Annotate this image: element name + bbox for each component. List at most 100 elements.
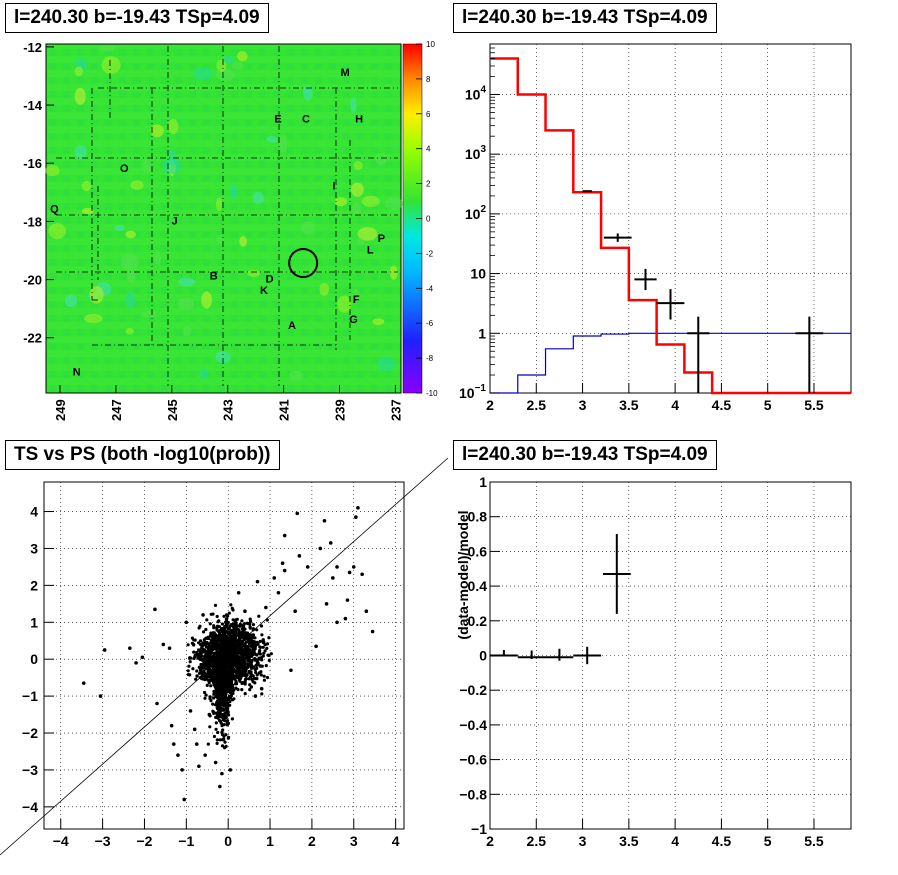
scatter-point: [250, 653, 254, 658]
map-intensity-patch: [130, 180, 144, 191]
scatter-point: [236, 634, 241, 638]
residual-x-tick-label: 4: [671, 833, 679, 849]
scatter-point: [128, 646, 132, 650]
scatter-point: [238, 676, 243, 681]
scatter-point: [257, 656, 261, 660]
spectrum-y-tick-label: 103: [465, 144, 487, 162]
map-intensity-patch: [319, 282, 330, 296]
scatter-point: [205, 672, 209, 677]
map-intensity-patch: [353, 161, 363, 170]
map-intensity-patch: [377, 356, 395, 372]
scatter-point: [186, 669, 190, 673]
scatter-point: [247, 638, 251, 643]
scatter-point: [211, 702, 215, 706]
scatter-point: [213, 760, 218, 765]
scatter-point: [230, 629, 234, 633]
scatter-point: [243, 609, 247, 614]
scatter-point: [202, 642, 206, 647]
scatter-point: [218, 669, 222, 673]
scatter-point: [262, 674, 266, 678]
map-source-label: M: [341, 67, 350, 79]
map-intensity-patch: [222, 55, 235, 65]
scatter-point: [208, 725, 212, 729]
scatter-point: [224, 617, 228, 621]
colorbar-tick-label: -6: [426, 319, 434, 328]
scatter-point: [197, 764, 201, 769]
scatter-point: [247, 648, 251, 652]
spectrum-x-tick-label: 5.5: [804, 397, 824, 413]
residual-y-tick-label: −1: [471, 821, 487, 837]
scatter-point: [205, 618, 209, 622]
residual-y-tick-label: 0.2: [468, 613, 488, 629]
scatter-point: [187, 664, 191, 668]
scatter-point: [217, 708, 222, 712]
scatter-x-tick-label: 4: [392, 833, 400, 849]
scatter-point: [221, 697, 225, 702]
scatter-point: [243, 692, 247, 696]
scatter-point: [195, 674, 199, 678]
map-target-circle: [288, 247, 319, 278]
scatter-point: [257, 614, 261, 618]
scatter-point: [254, 643, 258, 647]
map-intensity-patch: [168, 118, 179, 135]
scatter-point: [212, 670, 216, 674]
scatter-point: [239, 665, 243, 669]
scatter-point: [356, 506, 360, 510]
spectrum-frame: [489, 43, 852, 394]
scatter-point: [223, 719, 227, 723]
map-intensity-patch: [237, 51, 248, 62]
scatter-point: [206, 652, 210, 656]
scatter-point: [230, 664, 234, 668]
map-intensity-patch: [177, 298, 195, 310]
scatter-point: [322, 518, 327, 523]
scatter-point: [218, 704, 222, 708]
scatter-point: [206, 658, 210, 662]
scatter-x-tick-label: −2: [136, 833, 152, 849]
scatter-point: [171, 742, 176, 746]
map-x-tick-label: 237: [388, 399, 403, 421]
spectrum-panel: 2 2.5 3 3.5 4 4.5 5 5.5 10−1 1 10 102 103 104: [459, 43, 852, 413]
scatter-point: [257, 671, 261, 675]
map-source-label: F: [353, 294, 360, 306]
scatter-point: [318, 546, 323, 551]
map-intensity-patch: [361, 195, 380, 207]
scatter-point: [202, 630, 206, 634]
map-intensity-patch: [114, 224, 125, 231]
scatter-point: [253, 667, 258, 671]
scatter-point: [216, 686, 220, 690]
scatter-point: [324, 602, 329, 606]
scatter-y-tick-label: 0: [30, 651, 38, 667]
scatter-point: [258, 645, 262, 649]
scatter-point: [276, 590, 281, 595]
map-intensity-patch: [239, 236, 248, 247]
scatter-point: [253, 647, 257, 651]
colorbar-tick-label: 6: [426, 110, 431, 119]
map-intensity-patch: [201, 291, 213, 309]
scatter-point: [240, 630, 245, 634]
scatter-point: [370, 629, 375, 634]
scatter-point: [240, 627, 244, 631]
scatter-point: [248, 626, 252, 630]
map-intensity-patch: [141, 310, 157, 318]
scatter-point: [209, 699, 213, 703]
map-intensity-patch: [74, 145, 87, 160]
scatter-point: [209, 631, 213, 635]
scatter-point: [227, 694, 231, 699]
map-source-label: D: [266, 273, 274, 285]
scatter-point: [251, 647, 255, 651]
scatter-point: [213, 655, 217, 659]
scatter-point: [343, 616, 348, 621]
map-intensity-patch: [99, 44, 115, 52]
scatter-point: [198, 671, 202, 676]
scatter-point: [259, 656, 264, 660]
scatter-point: [256, 662, 260, 666]
colorbar-tick-label: -10: [426, 389, 438, 398]
scatter-point: [211, 679, 215, 683]
map-intensity-patch: [216, 197, 223, 212]
scatter-frame: [43, 481, 405, 830]
scatter-x-tick-label: 2: [308, 833, 316, 849]
residual-y-tick-label: −0.4: [459, 717, 487, 733]
scatter-point: [167, 646, 172, 650]
map-intensity-patch: [89, 286, 104, 304]
scatter-point: [230, 717, 234, 721]
